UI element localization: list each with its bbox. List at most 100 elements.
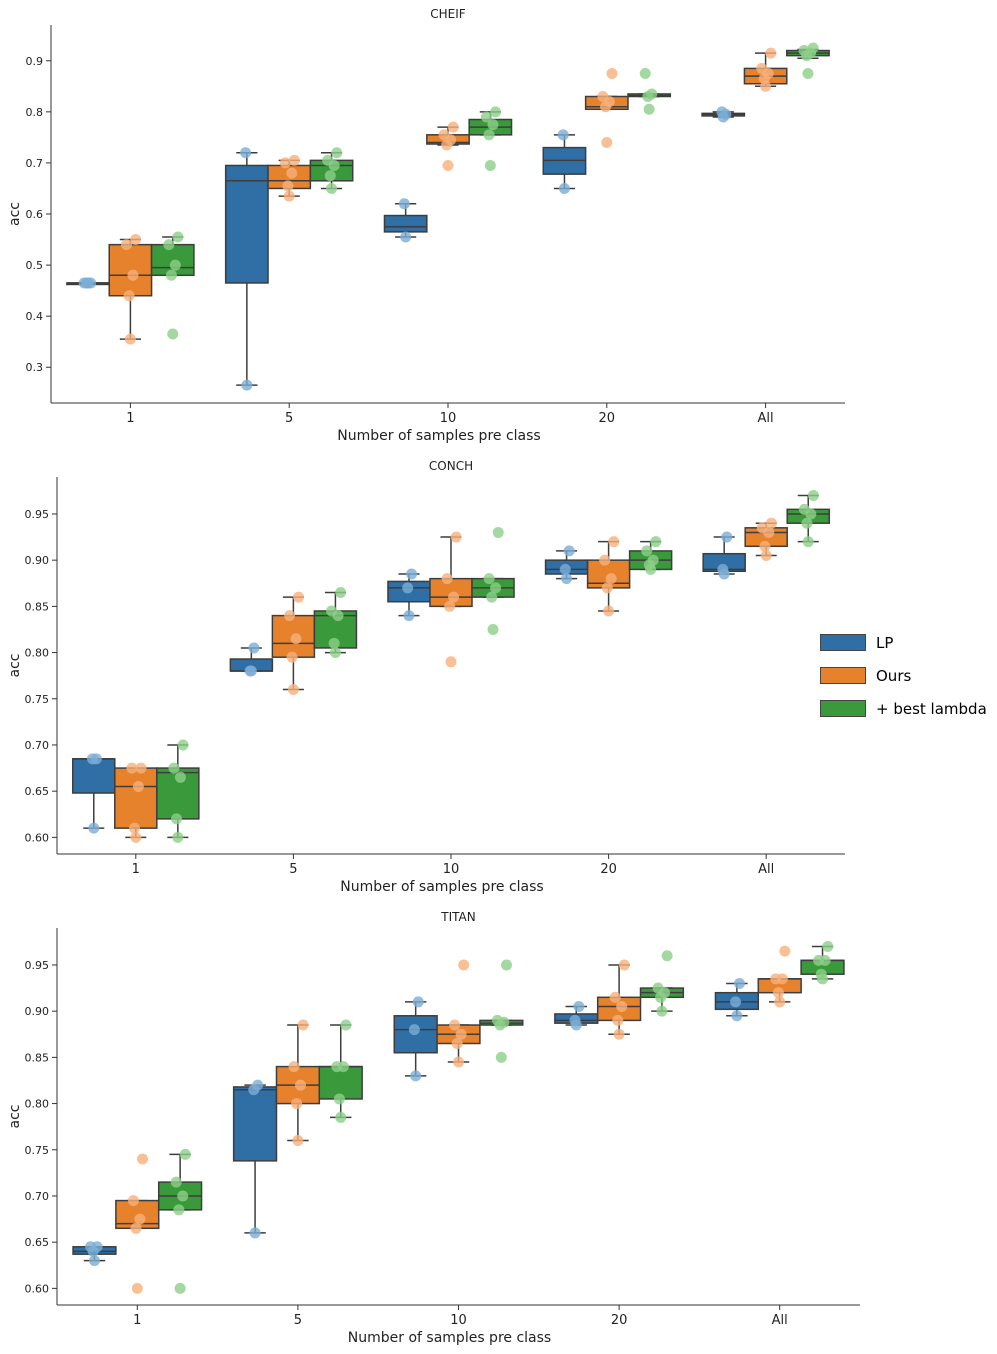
data-point <box>822 940 834 952</box>
data-point <box>801 517 813 529</box>
data-point <box>288 1061 300 1073</box>
data-point <box>129 822 140 834</box>
y-tick-label: 0.6 <box>26 208 44 221</box>
data-point <box>606 68 618 80</box>
box-best-lambda-5 <box>313 587 358 659</box>
box-lp-10 <box>387 568 431 622</box>
data-point <box>326 605 338 617</box>
data-point <box>324 170 336 182</box>
box-best-lambda-1 <box>157 1148 203 1294</box>
box-ours-1 <box>114 762 158 843</box>
box-lp-all <box>714 977 760 1022</box>
x-tick-label: 10 <box>440 411 457 426</box>
data-point <box>167 328 179 340</box>
data-point <box>333 1093 345 1105</box>
data-point <box>287 684 299 696</box>
data-point <box>599 554 611 566</box>
data-point <box>608 536 620 548</box>
x-tick-label: All <box>758 862 774 877</box>
x-tick-label: 1 <box>126 411 134 426</box>
box-body <box>114 767 158 829</box>
data-point <box>759 540 771 552</box>
data-point <box>717 563 729 575</box>
data-point <box>249 1227 261 1239</box>
data-point <box>328 637 340 649</box>
legend-item-ours: Ours <box>818 665 993 698</box>
chart-title: CONCH <box>429 459 473 473</box>
data-point <box>772 987 784 999</box>
data-point <box>807 42 819 54</box>
x-tick-label: 5 <box>285 411 293 426</box>
data-point <box>177 1190 189 1202</box>
data-point <box>756 62 768 74</box>
box-best-lambda-all <box>786 489 830 548</box>
data-point <box>492 526 504 538</box>
data-point <box>127 269 139 281</box>
data-point <box>170 1176 182 1188</box>
box-ours-10 <box>426 121 470 171</box>
x-tick-label: 1 <box>132 862 140 877</box>
data-point <box>398 198 410 210</box>
data-point <box>240 147 252 159</box>
box-ours-all <box>757 945 802 1008</box>
box-lp-20 <box>542 129 587 194</box>
legend: LP Ours + best lambda <box>818 632 993 731</box>
data-point <box>647 554 659 566</box>
data-point <box>563 545 575 557</box>
box-ours-10 <box>436 959 481 1068</box>
data-point <box>756 522 768 534</box>
data-point <box>798 45 810 57</box>
data-point <box>802 68 814 80</box>
data-point <box>78 277 90 289</box>
box-lp-20 <box>544 545 589 585</box>
data-point <box>137 1153 148 1165</box>
y-tick-label: 0.60 <box>25 831 50 844</box>
box-ours-all <box>744 517 788 562</box>
data-point <box>486 591 498 603</box>
box-best-lambda-5 <box>318 1019 363 1123</box>
data-point <box>731 1010 743 1022</box>
data-point <box>730 996 742 1008</box>
data-point <box>127 1195 139 1207</box>
data-point <box>450 531 462 543</box>
x-axis-label: Number of samples pre class <box>348 1330 551 1346</box>
x-tick-label: 10 <box>450 1313 467 1328</box>
data-point <box>613 1028 625 1040</box>
y-tick-label: 0.65 <box>25 785 50 798</box>
box-best-lambda-1 <box>150 231 195 340</box>
y-tick-label: 0.8 <box>26 106 44 119</box>
box-ours-5 <box>267 154 312 202</box>
y-tick-label: 0.95 <box>25 959 50 972</box>
data-point <box>406 568 418 580</box>
data-point <box>656 1005 668 1017</box>
box-best-lambda-1 <box>156 739 200 843</box>
data-point <box>177 739 189 751</box>
data-point <box>252 1079 264 1091</box>
data-point <box>618 959 630 971</box>
box-best-lambda-10 <box>468 106 513 171</box>
y-tick-label: 0.3 <box>26 361 44 374</box>
box-ours-20 <box>596 959 642 1040</box>
data-point <box>248 642 260 654</box>
data-point <box>412 996 424 1008</box>
box-best-lambda-20 <box>639 950 685 1017</box>
data-point <box>573 1001 585 1013</box>
data-point <box>609 991 621 1003</box>
box-lp-10 <box>393 996 438 1082</box>
data-point <box>480 111 492 123</box>
data-point <box>733 977 745 989</box>
box-lp-5 <box>229 642 274 677</box>
box-lp-5 <box>224 147 269 391</box>
box-lp-10 <box>383 198 428 243</box>
box-ours-1 <box>108 234 153 345</box>
y-tick-label: 0.90 <box>25 554 50 567</box>
x-axis-label: Number of samples pre class <box>337 428 540 444</box>
data-point <box>282 180 294 192</box>
data-point <box>487 119 499 131</box>
data-point <box>650 536 662 548</box>
data-point <box>447 121 459 133</box>
y-tick-label: 0.60 <box>25 1282 50 1295</box>
y-axis-label: acc <box>7 654 23 678</box>
data-point <box>661 950 673 962</box>
data-point <box>121 239 132 251</box>
